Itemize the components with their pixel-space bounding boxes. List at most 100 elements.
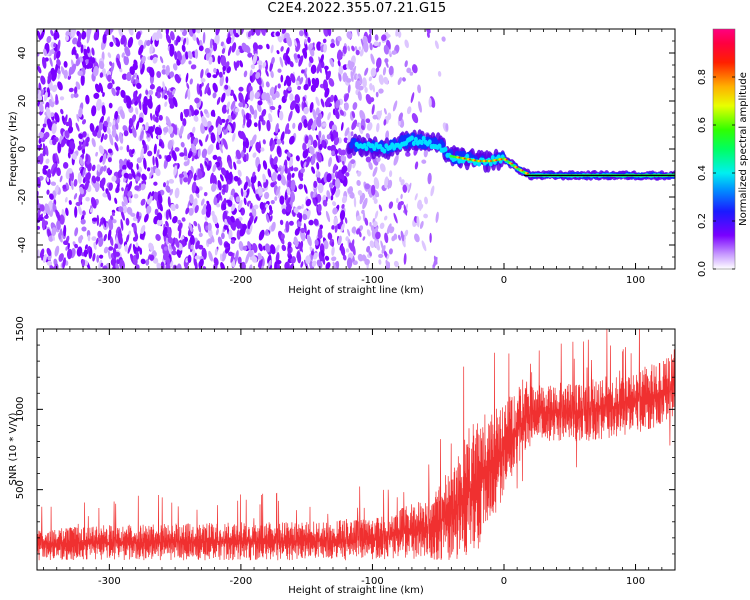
spectrogram-noise-blob [365, 156, 372, 163]
spectrogram-noise-blob [230, 252, 235, 263]
spectrogram-noise-blob [326, 190, 331, 200]
spectrogram-noise-blob [276, 146, 281, 155]
spectrogram-noise-blob [285, 75, 292, 87]
spectrogram-noise-blob [57, 141, 62, 154]
spectrogram-noise-blob [135, 250, 140, 260]
spectrogram-noise-blob [103, 233, 107, 242]
spectrogram-noise-blob [206, 72, 212, 78]
spectrogram-noise-blob [183, 147, 188, 158]
spectrogram-noise-blob [231, 42, 237, 53]
spectrogram-noise-blob [243, 197, 247, 206]
spectrogram-noise-blob [198, 186, 203, 191]
spectrogram-noise-blob [221, 48, 226, 54]
spectrogram-noise-blob [205, 134, 209, 143]
spectrogram-noise-blob [116, 118, 120, 124]
spectrogram-noise-blob [302, 148, 309, 159]
spectrogram-noise-blob [322, 199, 328, 207]
spectrogram-noise-blob [249, 75, 253, 82]
spectrogram-noise-blob [204, 82, 210, 95]
spectrogram-noise-blob [43, 91, 48, 102]
spectrogram-noise-blob [364, 217, 369, 226]
spectrogram-noise-blob [249, 203, 253, 209]
signal-band-yellow [487, 159, 492, 163]
spectrogram-noise-blob [157, 104, 161, 113]
spectrogram-noise-blob [155, 29, 161, 41]
spectrogram-noise-blob [298, 55, 304, 67]
signal-band-yellow [472, 159, 476, 162]
spectrogram-noise-blob [81, 119, 87, 125]
spectrogram-noise-blob [201, 148, 208, 159]
spectrogram-noise-blob [86, 245, 91, 253]
spectrogram-noise-blob [279, 195, 285, 205]
spectrogram-noise-blob [407, 106, 412, 115]
spectrogram-noise-blob [221, 232, 225, 240]
spectrogram-noise-blob [227, 160, 233, 170]
spectrogram-noise-blob [339, 210, 346, 221]
spectrogram-noise-blob [67, 152, 71, 159]
spectrogram-noise-blob [126, 160, 131, 169]
spectrogram-noise-blob [284, 60, 288, 66]
spectrogram-noise-blob [288, 135, 295, 145]
spectrogram-noise-blob [203, 192, 208, 197]
spectrogram-noise-blob [151, 191, 155, 197]
spectrogram-noise-blob [109, 133, 114, 146]
spectrogram-noise-blob [332, 163, 337, 174]
spectrogram-noise-blob [230, 100, 236, 110]
spectrogram-noise-blob [96, 214, 100, 226]
spectrogram-noise-blob [170, 237, 176, 249]
spectrogram-noise-blob [393, 260, 399, 268]
spectrogram-noise-blob [132, 127, 137, 138]
spectrogram-noise-blob [204, 47, 211, 54]
spectrogram-noise-blob [304, 135, 309, 144]
spectrogram-noise-blob [267, 168, 272, 178]
spectrogram-noise-blob [98, 237, 104, 247]
spectrogram-noise-blob [284, 92, 288, 100]
spectrogram-noise-blob [347, 228, 351, 237]
spectrogram-noise-blob [100, 133, 104, 143]
spectrogram-noise-blob [294, 94, 301, 104]
spectrogram-noise-blob [108, 218, 114, 231]
spectrogram-noise-blob [317, 171, 321, 178]
spectrogram-noise-blob [266, 119, 271, 132]
spectrogram-noise-blob [214, 248, 218, 256]
spectrogram-noise-blob [98, 122, 104, 131]
spectrogram-noise-blob [374, 34, 379, 41]
spectrogram-noise-blob [273, 162, 279, 173]
spectrogram-noise-blob [366, 122, 373, 131]
spectrogram-noise-blob [55, 209, 61, 221]
spectrogram-noise-blob [165, 29, 170, 36]
spectrogram-noise-blob [332, 201, 337, 207]
spectrogram-noise-blob [102, 153, 107, 165]
spectrogram-noise-blob [197, 168, 203, 180]
spectrogram-noise-blob [179, 152, 185, 157]
spectrogram-noise-blob [156, 262, 162, 269]
spectrogram-noise-blob [303, 83, 309, 91]
spectrogram-noise-blob [318, 62, 322, 74]
spectrogram-noise-blob [303, 161, 307, 168]
spectrogram-noise-blob [95, 151, 98, 157]
spectrogram-noise-blob [93, 31, 99, 41]
spectrogram-noise-blob [120, 35, 126, 45]
spectrogram-noise-blob [79, 156, 84, 166]
spectrogram-noise-blob [411, 64, 418, 74]
spectrogram-noise-blob [221, 104, 228, 114]
spectrogram-noise-blob [421, 240, 427, 252]
spectrogram-noise-blob [391, 50, 397, 55]
spectrogram-noise-blob [165, 65, 170, 76]
spectrogram-noise-blob [243, 70, 248, 78]
spectrogram-noise-blob [388, 248, 393, 255]
spectrogram-noise-blob [79, 186, 84, 195]
y-tick-label: 20 [17, 95, 28, 108]
spectrogram-noise-blob [302, 96, 306, 103]
spectrogram-noise-blob [303, 184, 308, 194]
spectrogram-noise-blob [325, 262, 331, 269]
spectrogram-noise-blob [51, 227, 57, 237]
spectrogram-noise-blob [37, 30, 42, 41]
spectrogram-noise-blob [325, 70, 332, 81]
spectrogram-noise-blob [289, 61, 294, 68]
spectrogram-noise-blob [268, 113, 273, 123]
spectrogram-noise-blob [226, 179, 231, 185]
spectrogram-noise-blob [256, 103, 262, 112]
spectrogram-noise-blob [308, 219, 314, 226]
spectrogram-noise-blob [74, 206, 78, 218]
